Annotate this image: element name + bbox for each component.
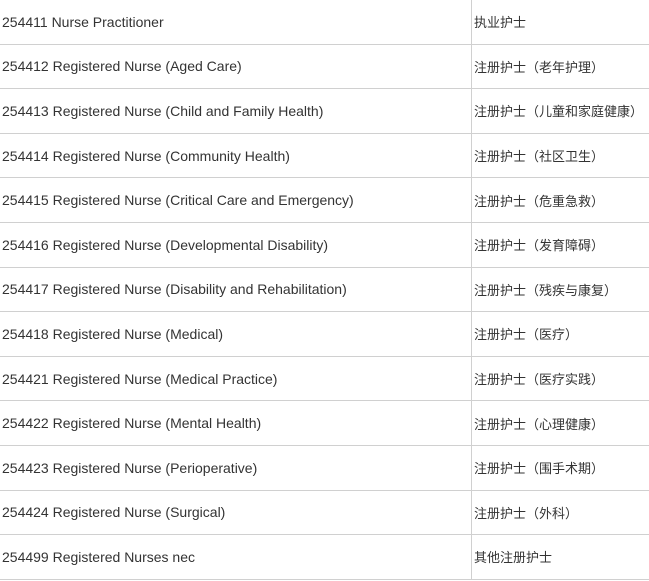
occupation-cn: 注册护士（儿童和家庭健康） (472, 89, 649, 133)
occupation-cn: 注册护士（心理健康） (472, 401, 649, 445)
occupation-code-name: 254416 Registered Nurse (Developmental D… (0, 223, 472, 267)
occupation-cn: 注册护士（外科） (472, 491, 649, 535)
table-row: 254412 Registered Nurse (Aged Care)注册护士（… (0, 45, 649, 90)
occupation-cn: 注册护士（医疗） (472, 312, 649, 356)
occupation-cn: 注册护士（医疗实践） (472, 357, 649, 401)
table-row: 254421 Registered Nurse (Medical Practic… (0, 357, 649, 402)
occupation-code-name: 254423 Registered Nurse (Perioperative) (0, 446, 472, 490)
occupation-cn: 注册护士（残疾与康复） (472, 268, 649, 312)
occupation-table: 254411 Nurse Practitioner执业护士254412 Regi… (0, 0, 649, 580)
occupation-cn: 注册护士（老年护理） (472, 45, 649, 89)
table-row: 254423 Registered Nurse (Perioperative)注… (0, 446, 649, 491)
occupation-code-name: 254421 Registered Nurse (Medical Practic… (0, 357, 472, 401)
table-row: 254417 Registered Nurse (Disability and … (0, 268, 649, 313)
occupation-cn: 其他注册护士 (472, 535, 649, 579)
table-row: 254422 Registered Nurse (Mental Health)注… (0, 401, 649, 446)
occupation-cn: 执业护士 (472, 0, 649, 44)
table-row: 254415 Registered Nurse (Critical Care a… (0, 178, 649, 223)
occupation-code-name: 254414 Registered Nurse (Community Healt… (0, 134, 472, 178)
occupation-cn: 注册护士（社区卫生） (472, 134, 649, 178)
occupation-code-name: 254412 Registered Nurse (Aged Care) (0, 45, 472, 89)
occupation-code-name: 254424 Registered Nurse (Surgical) (0, 491, 472, 535)
occupation-code-name: 254413 Registered Nurse (Child and Famil… (0, 89, 472, 133)
occupation-code-name: 254411 Nurse Practitioner (0, 0, 472, 44)
table-row: 254499 Registered Nurses nec其他注册护士 (0, 535, 649, 580)
table-row: 254418 Registered Nurse (Medical)注册护士（医疗… (0, 312, 649, 357)
occupation-code-name: 254499 Registered Nurses nec (0, 535, 472, 579)
occupation-code-name: 254417 Registered Nurse (Disability and … (0, 268, 472, 312)
occupation-cn: 注册护士（发育障碍） (472, 223, 649, 267)
occupation-code-name: 254418 Registered Nurse (Medical) (0, 312, 472, 356)
table-row: 254411 Nurse Practitioner执业护士 (0, 0, 649, 45)
table-row: 254416 Registered Nurse (Developmental D… (0, 223, 649, 268)
table-row: 254424 Registered Nurse (Surgical)注册护士（外… (0, 491, 649, 536)
table-row: 254414 Registered Nurse (Community Healt… (0, 134, 649, 179)
occupation-cn: 注册护士（危重急救） (472, 178, 649, 222)
table-row: 254413 Registered Nurse (Child and Famil… (0, 89, 649, 134)
occupation-code-name: 254415 Registered Nurse (Critical Care a… (0, 178, 472, 222)
occupation-code-name: 254422 Registered Nurse (Mental Health) (0, 401, 472, 445)
occupation-cn: 注册护士（围手术期） (472, 446, 649, 490)
